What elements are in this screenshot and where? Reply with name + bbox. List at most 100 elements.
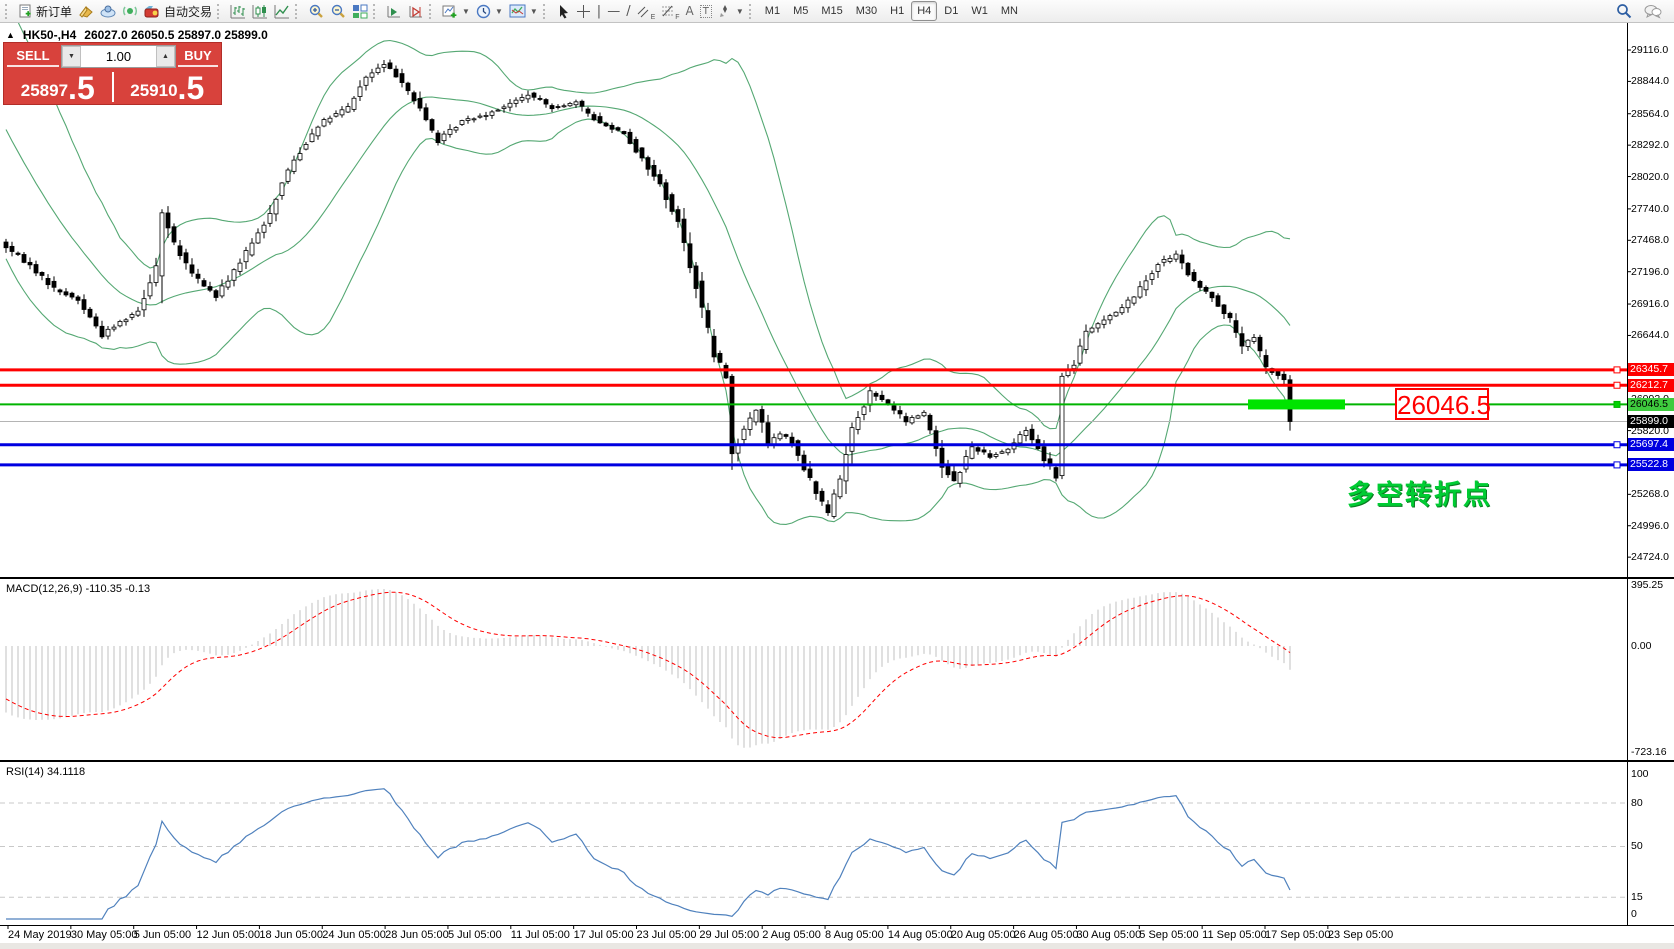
timeframe-button-m30[interactable]: M30 xyxy=(855,5,878,17)
rsi-line xyxy=(6,788,1291,920)
volume-input[interactable]: 1.00 xyxy=(105,49,132,64)
template-icon xyxy=(509,4,526,18)
candle-body xyxy=(405,82,411,92)
candle-body xyxy=(573,101,579,106)
zoom-out-button[interactable] xyxy=(327,1,349,21)
toolbar-grip[interactable] xyxy=(429,3,435,19)
candle-body xyxy=(213,290,219,298)
candle-body xyxy=(201,280,207,287)
candle-body xyxy=(225,280,231,288)
candle-body xyxy=(1053,467,1059,479)
label-tool-button[interactable]: T xyxy=(697,1,715,21)
signals-button[interactable] xyxy=(119,1,141,21)
candles-chart-icon xyxy=(252,4,268,18)
candles-chart-button[interactable] xyxy=(249,1,271,21)
candle-body xyxy=(597,116,603,124)
toolbar-grip[interactable] xyxy=(217,3,223,19)
buy-button[interactable]: BUY xyxy=(178,46,218,67)
text-tool-button[interactable]: A xyxy=(683,1,697,21)
shapes-icon xyxy=(719,5,727,17)
bars-chart-button[interactable] xyxy=(227,1,249,21)
crosshair-tool-button[interactable] xyxy=(573,1,594,21)
candle-body xyxy=(243,250,249,263)
toolbar-grip[interactable] xyxy=(373,3,379,19)
autotrading-button[interactable]: 自动交易 xyxy=(141,1,215,21)
volume-stepper: ▼ 1.00 ▲ xyxy=(61,45,176,68)
candle-body xyxy=(669,194,675,212)
history-book-button[interactable] xyxy=(75,1,97,21)
candle-body xyxy=(471,118,477,121)
volume-increase-button[interactable]: ▲ xyxy=(156,46,175,67)
candle-body xyxy=(27,261,33,266)
trendline-tool-button[interactable]: / xyxy=(623,1,633,21)
candle-body xyxy=(825,504,831,514)
candle-body xyxy=(1215,295,1221,307)
virtual-hosting-button[interactable] xyxy=(97,1,119,21)
candle-body xyxy=(609,124,615,130)
price-tick-label: 28564.0 xyxy=(1631,107,1669,120)
cursor-tool-button[interactable] xyxy=(553,1,573,21)
toolbar-grip[interactable] xyxy=(542,3,549,19)
bars-chart-icon xyxy=(230,4,246,18)
candle-body xyxy=(1113,311,1119,317)
symbol-ohlc-values: 26027.0 26050.5 25897.0 25899.0 xyxy=(84,28,268,42)
bid-price[interactable]: 25897.5 xyxy=(4,70,112,104)
candle-body xyxy=(411,92,417,102)
timeframe-button-d1[interactable]: D1 xyxy=(944,5,959,17)
price-tick-label: 27196.0 xyxy=(1631,265,1669,278)
macd-axis-zero: 0.00 xyxy=(1631,640,1652,652)
toolbar-grip[interactable] xyxy=(295,3,301,19)
vline-tool-button[interactable]: | xyxy=(594,1,604,21)
hline-tool-button[interactable]: — xyxy=(604,1,623,21)
timeframe-button-m5[interactable]: M5 xyxy=(793,5,809,17)
symbol-name: HK50-,H4 xyxy=(22,28,77,42)
zoom-in-button[interactable] xyxy=(305,1,327,21)
candle-body xyxy=(171,226,177,243)
new-chart-dropdown[interactable]: ▼ xyxy=(439,1,473,21)
chart-background xyxy=(0,23,1674,943)
timeframe-button-m1[interactable]: M1 xyxy=(764,5,781,17)
candle-body xyxy=(117,321,123,327)
toolbar-grip[interactable] xyxy=(5,3,11,19)
price-level-callout[interactable]: 26046.5 xyxy=(1395,388,1491,420)
collapse-panel-icon[interactable]: ▲ xyxy=(6,30,15,40)
timeframe-button-w1[interactable]: W1 xyxy=(971,5,988,17)
candle-body xyxy=(561,105,567,108)
periods-dropdown[interactable]: ▼ xyxy=(473,1,506,21)
volume-decrease-button[interactable]: ▼ xyxy=(62,46,81,67)
new-order-button[interactable]: 新订单 xyxy=(15,1,75,21)
ask-price[interactable]: 25910.5 xyxy=(114,70,222,104)
candle-body xyxy=(963,456,969,470)
sell-button[interactable]: SELL xyxy=(7,46,59,67)
candle-body xyxy=(423,107,429,121)
candle-body xyxy=(159,212,165,277)
time-axis-label: 20 Aug 05:00 xyxy=(950,929,1016,941)
chart-shift-button[interactable] xyxy=(383,1,405,21)
timeframe-button-h1[interactable]: H1 xyxy=(890,5,905,17)
timeframe-button-m15[interactable]: M15 xyxy=(821,5,843,17)
candle-body xyxy=(903,416,909,423)
chat-button[interactable] xyxy=(1641,1,1665,21)
timeframe-button-h4[interactable]: H4 xyxy=(911,1,938,21)
candle-body xyxy=(141,298,147,311)
macd-axis-max: 395.25 xyxy=(1631,579,1664,591)
candle-body xyxy=(189,264,195,274)
candle-body xyxy=(1107,315,1113,321)
channel-tool-button[interactable]: E xyxy=(634,1,659,21)
candle-body xyxy=(3,241,9,249)
tile-windows-button[interactable] xyxy=(349,1,371,21)
autoscroll-button[interactable] xyxy=(405,1,427,21)
toolbar-grip[interactable] xyxy=(748,3,755,19)
fibonacci-tool-button[interactable]: F xyxy=(658,1,682,21)
search-button[interactable] xyxy=(1613,1,1635,21)
timeframe-button-mn[interactable]: MN xyxy=(1000,5,1018,17)
line-chart-button[interactable] xyxy=(271,1,293,21)
text-tool-icon: A xyxy=(685,4,694,18)
candle-body xyxy=(519,97,525,101)
templates-dropdown[interactable]: ▼ xyxy=(506,1,541,21)
shapes-dropdown[interactable]: ▼ xyxy=(715,1,747,21)
price-tick-label: 29116.0 xyxy=(1631,44,1669,56)
timeframe-toolbar: M1 M5 M15 M30 H1 H4 D1 W1 MN xyxy=(759,1,1024,21)
vline-icon: | xyxy=(596,3,602,19)
